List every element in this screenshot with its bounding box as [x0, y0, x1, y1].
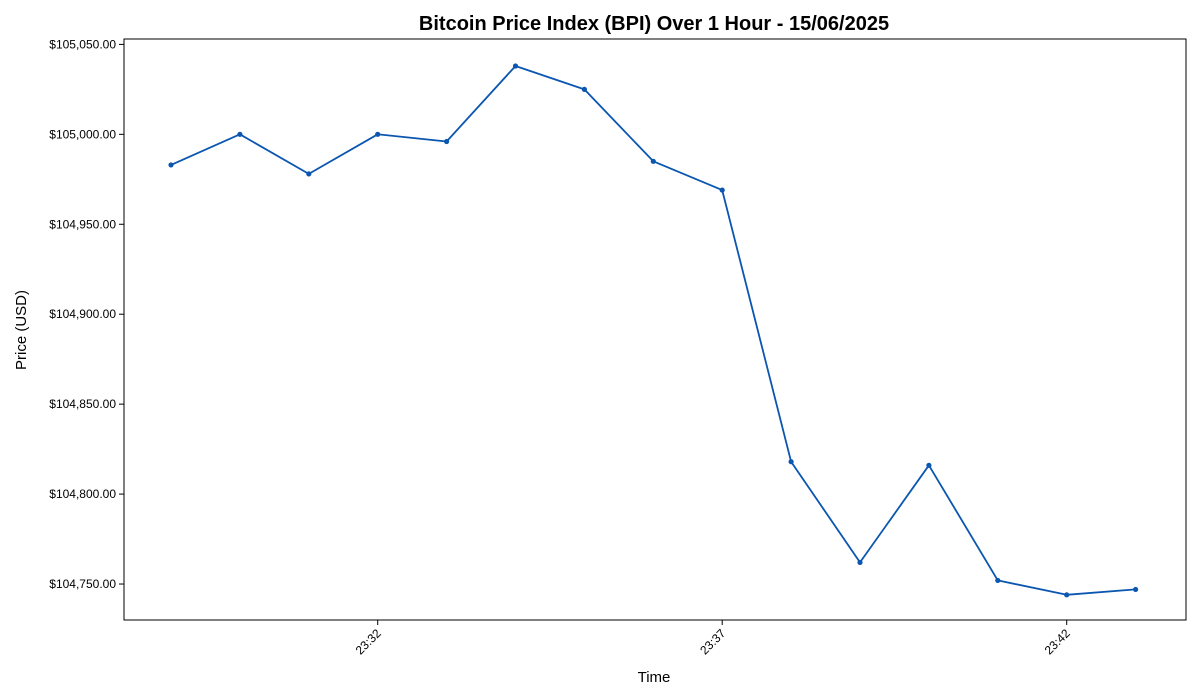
data-point	[1133, 586, 1139, 593]
data-point	[375, 131, 381, 137]
y-axis: $104,750.00 $104,800.00 $104,850.00 $104,90…	[49, 37, 124, 591]
data-point	[512, 63, 519, 69]
y-tick-label: $104,750.00	[49, 577, 116, 591]
y-tick-label: $105,000.00	[49, 127, 116, 141]
data-point	[237, 131, 243, 137]
series-layer	[168, 63, 1139, 598]
data-point	[1064, 592, 1070, 598]
y-tick-label: $104,900.00	[49, 307, 116, 321]
data-point	[995, 577, 1001, 584]
data-point	[168, 162, 174, 168]
x-tick-label: 23:37	[697, 626, 728, 657]
series-line	[170, 65, 1136, 596]
data-point	[857, 559, 863, 566]
x-tick-label: 23:32	[353, 626, 384, 657]
y-axis-label: Price (USD)	[13, 290, 30, 370]
y-tick-label: $104,800.00	[49, 487, 116, 501]
y-tick-label: $104,850.00	[49, 397, 116, 411]
data-point	[650, 158, 656, 164]
plot-frame	[123, 38, 1187, 621]
data-point	[719, 187, 725, 193]
data-point	[581, 86, 588, 92]
x-tick-label: 23:42	[1042, 626, 1073, 657]
x-axis-label: Time	[638, 669, 671, 686]
data-point	[306, 171, 312, 177]
data-point	[926, 462, 932, 468]
y-tick-label: $104,950.00	[49, 217, 116, 231]
data-point	[788, 459, 794, 465]
data-point	[444, 138, 450, 145]
x-axis: 23:32 23:37 23:42	[353, 620, 1073, 657]
chart-title: Bitcoin Price Index (BPI) Over 1 Hour - …	[419, 13, 889, 35]
y-tick-label: $105,050.00	[49, 37, 116, 51]
